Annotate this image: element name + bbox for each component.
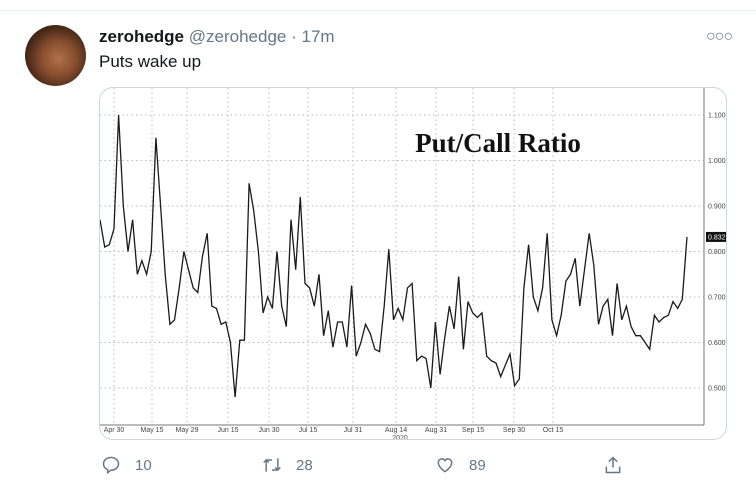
y-tick-label: 0.900 <box>708 204 726 211</box>
y-tick-label: 0.800 <box>708 249 726 256</box>
tweet-actions: 10 28 89 <box>0 455 756 479</box>
x-tick-label: Sep 15 <box>462 427 484 434</box>
heart-icon <box>437 458 453 473</box>
chart-title: Put/Call Ratio <box>415 128 581 158</box>
x-tick-label: May 29 <box>176 427 199 434</box>
retweet-button[interactable]: 28 <box>262 455 313 475</box>
divider <box>0 10 756 11</box>
y-tick-label: 0.700 <box>708 295 726 302</box>
x-tick-label: Aug 31 <box>425 427 447 434</box>
retweet-count: 28 <box>296 456 313 474</box>
x-tick-label: Jun 15 <box>217 427 238 434</box>
retweet-icon <box>263 458 281 472</box>
x-tick-label: Apr 30 <box>104 427 125 434</box>
x-tick-label: May 15 <box>141 427 164 434</box>
share-button[interactable] <box>603 455 623 475</box>
series-line <box>100 114 688 398</box>
handle[interactable]: @zerohedge <box>188 27 287 46</box>
display-name[interactable]: zerohedge <box>99 27 185 46</box>
reply-button[interactable]: 10 <box>101 455 152 475</box>
x-axis-year-label: 2020 <box>392 435 408 440</box>
y-tick-label: 0.600 <box>708 340 726 347</box>
like-button[interactable]: 89 <box>435 455 486 475</box>
x-tick-label: Aug 14 <box>385 427 407 434</box>
y-tick-label: 1.000 <box>708 158 726 165</box>
x-tick-label: Jul 31 <box>344 427 363 434</box>
x-tick-label: Jul 15 <box>299 427 318 434</box>
separator: · <box>291 27 297 46</box>
y-tick-label: 0.500 <box>708 386 726 393</box>
put-call-chart: Put/Call Ratio Apr 30 May 15 May 29 Jun 15 J… <box>100 88 726 440</box>
tweet-text: Puts wake up <box>99 52 202 71</box>
y-tick-label: 1.100 <box>708 113 726 120</box>
timestamp[interactable]: 17m <box>301 27 335 46</box>
share-icon <box>605 456 621 474</box>
reply-icon <box>102 456 120 475</box>
x-tick-label: Sep 30 <box>503 427 525 434</box>
x-tick-label: Oct 15 <box>543 427 564 434</box>
x-tick-label: Jun 30 <box>258 427 279 434</box>
more-horizontal-icon[interactable]: ○○○ <box>706 28 733 45</box>
chart-image[interactable]: Put/Call Ratio Apr 30 May 15 May 29 Jun 15 J… <box>99 87 727 440</box>
reply-count: 10 <box>135 456 152 474</box>
avatar[interactable] <box>25 25 86 86</box>
like-count: 89 <box>469 456 486 474</box>
tweet-header: zerohedge @zerohedge · 17m <box>99 27 335 47</box>
last-value-badge <box>706 231 726 242</box>
last-value-label: 0.832 <box>708 234 726 241</box>
